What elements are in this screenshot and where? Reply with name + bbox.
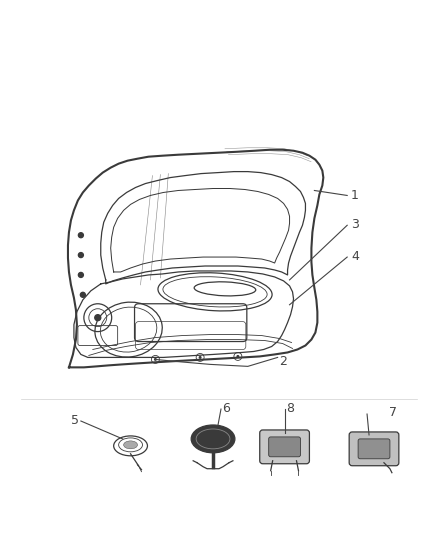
Circle shape <box>78 272 83 278</box>
Ellipse shape <box>124 441 138 449</box>
Circle shape <box>154 358 157 361</box>
FancyBboxPatch shape <box>268 437 300 457</box>
Circle shape <box>237 355 240 358</box>
Circle shape <box>81 292 85 297</box>
Text: 6: 6 <box>222 401 230 415</box>
Text: 2: 2 <box>279 355 287 368</box>
Circle shape <box>78 233 83 238</box>
Text: 5: 5 <box>71 414 79 426</box>
Circle shape <box>95 314 101 321</box>
Text: 3: 3 <box>351 218 359 231</box>
Ellipse shape <box>191 425 235 453</box>
Text: 1: 1 <box>351 189 359 202</box>
FancyBboxPatch shape <box>349 432 399 466</box>
FancyBboxPatch shape <box>358 439 390 459</box>
Circle shape <box>198 356 201 359</box>
Circle shape <box>78 253 83 257</box>
Text: 8: 8 <box>286 401 295 415</box>
Text: 4: 4 <box>351 249 359 263</box>
FancyBboxPatch shape <box>260 430 309 464</box>
Text: 7: 7 <box>389 406 397 418</box>
